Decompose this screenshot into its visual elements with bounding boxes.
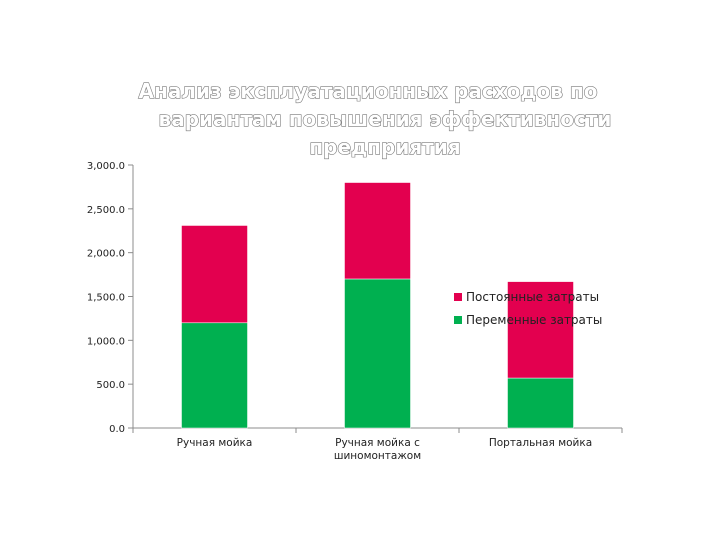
- chart-title-line: предприятия: [309, 135, 460, 159]
- y-tick-label: 1,500.0: [87, 293, 125, 304]
- x-category-label: Ручная мойка: [177, 437, 253, 449]
- bar-segment-variable: [181, 322, 248, 429]
- chart-bars: [181, 182, 574, 429]
- legend-label: Постоянные затраты: [466, 290, 599, 304]
- chart-title: Анализ эксплуатационных расходов по вариа…: [138, 78, 612, 159]
- legend-label: Переменные затраты: [466, 313, 602, 327]
- x-category-label: Ручная мойка с: [335, 437, 420, 449]
- bar-segment-fixed: [181, 225, 248, 324]
- chart-legend: Постоянные затраты Переменные затраты: [454, 290, 602, 327]
- bar-segment-variable: [507, 377, 574, 429]
- chart-title-line: вариантам повышения эффективности: [159, 107, 612, 131]
- x-category-label: Портальная мойка: [489, 437, 592, 449]
- y-tick-label: 3,000.0: [87, 161, 125, 172]
- bar-segment-fixed: [344, 182, 411, 280]
- bar-segment-variable: [344, 278, 411, 429]
- y-tick-label: 2,500.0: [87, 205, 125, 216]
- y-tick-label: 2,000.0: [87, 249, 125, 260]
- x-category-label: шиномонтажом: [334, 450, 421, 462]
- y-tick-label: 500.0: [96, 380, 125, 391]
- y-tick-label: 1,000.0: [87, 336, 125, 347]
- chart-title-line: Анализ эксплуатационных расходов по: [139, 79, 598, 103]
- legend-swatch: [454, 316, 462, 324]
- y-tick-label: 0.0: [109, 424, 125, 435]
- legend-swatch: [454, 293, 462, 301]
- bar-segment-fixed: [507, 281, 574, 379]
